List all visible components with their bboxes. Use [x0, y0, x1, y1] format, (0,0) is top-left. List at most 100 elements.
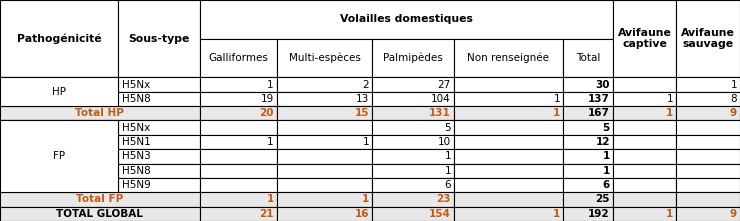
Bar	[200, 135, 277, 149]
Text: H5Nx: H5Nx	[122, 123, 150, 133]
Bar	[613, 120, 676, 135]
Bar	[454, 149, 563, 164]
Bar	[563, 192, 613, 207]
Text: 5: 5	[444, 123, 451, 133]
Text: Palmipèdes: Palmipèdes	[383, 53, 443, 63]
Bar	[277, 164, 372, 178]
Text: 137: 137	[588, 94, 610, 104]
Text: 5: 5	[602, 123, 610, 133]
Bar	[372, 207, 454, 221]
Bar	[118, 164, 200, 178]
Bar	[118, 135, 200, 149]
Text: 9: 9	[730, 209, 737, 219]
Text: 1: 1	[666, 108, 673, 118]
Text: 6: 6	[602, 180, 610, 190]
Bar	[0, 120, 118, 135]
Bar	[0, 135, 118, 149]
Bar	[372, 39, 454, 77]
Bar	[676, 178, 740, 192]
Text: H5N8: H5N8	[122, 94, 151, 104]
Text: 1: 1	[444, 166, 451, 176]
Bar	[676, 135, 740, 149]
Text: Total: Total	[576, 53, 600, 63]
Bar	[563, 92, 613, 106]
Bar	[613, 149, 676, 164]
Bar	[676, 0, 740, 77]
Text: 6: 6	[444, 180, 451, 190]
Bar	[454, 106, 563, 120]
Text: 1: 1	[362, 194, 369, 204]
Text: 8: 8	[730, 94, 737, 104]
Bar	[676, 207, 740, 221]
Text: 1: 1	[553, 209, 560, 219]
Bar	[200, 39, 277, 77]
Bar	[0, 207, 200, 221]
Text: 131: 131	[429, 108, 451, 118]
Bar	[277, 77, 372, 92]
Text: 15: 15	[354, 108, 369, 118]
Bar	[372, 149, 454, 164]
Bar	[563, 106, 613, 120]
Bar	[563, 77, 613, 92]
Bar	[200, 106, 277, 120]
Bar	[277, 106, 372, 120]
Text: 104: 104	[431, 94, 451, 104]
Bar	[676, 149, 740, 164]
Text: 23: 23	[437, 194, 451, 204]
Text: 1: 1	[363, 137, 369, 147]
Text: H5N8: H5N8	[122, 166, 151, 176]
Text: 1: 1	[666, 209, 673, 219]
Text: 25: 25	[596, 194, 610, 204]
Text: 1: 1	[267, 137, 274, 147]
Text: 167: 167	[588, 108, 610, 118]
Text: TOTAL GLOBAL: TOTAL GLOBAL	[56, 209, 144, 219]
Bar	[563, 149, 613, 164]
Bar	[0, 178, 118, 192]
Bar	[613, 178, 676, 192]
Bar	[372, 106, 454, 120]
Bar	[613, 106, 676, 120]
Bar	[372, 120, 454, 135]
Bar	[277, 135, 372, 149]
Bar	[0, 0, 118, 77]
Bar	[200, 207, 277, 221]
Bar	[277, 192, 372, 207]
Bar	[454, 164, 563, 178]
Text: 192: 192	[588, 209, 610, 219]
Bar	[277, 149, 372, 164]
Text: H5N1: H5N1	[122, 137, 151, 147]
Bar	[200, 192, 277, 207]
Text: Avifaune
sauvage: Avifaune sauvage	[682, 28, 735, 50]
Text: H5N3: H5N3	[122, 151, 151, 161]
Bar	[0, 149, 118, 164]
Bar	[454, 120, 563, 135]
Bar	[277, 178, 372, 192]
Text: 12: 12	[596, 137, 610, 147]
Text: Pathogénicité: Pathogénicité	[17, 33, 101, 44]
Text: 1: 1	[602, 151, 610, 161]
Bar	[277, 120, 372, 135]
Bar	[454, 178, 563, 192]
Bar	[454, 77, 563, 92]
Bar	[563, 135, 613, 149]
Text: 1: 1	[554, 94, 560, 104]
Bar	[372, 135, 454, 149]
Text: 20: 20	[260, 108, 274, 118]
Text: 27: 27	[438, 80, 451, 90]
Text: Total FP: Total FP	[76, 194, 124, 204]
Bar	[118, 120, 200, 135]
Bar	[676, 120, 740, 135]
Bar	[200, 164, 277, 178]
Bar	[454, 135, 563, 149]
Text: 30: 30	[596, 80, 610, 90]
Bar	[0, 92, 118, 106]
Text: Galliformes: Galliformes	[209, 53, 269, 63]
Text: 2: 2	[363, 80, 369, 90]
Bar	[0, 77, 118, 92]
Bar	[613, 164, 676, 178]
Text: 10: 10	[438, 137, 451, 147]
Bar	[454, 192, 563, 207]
Bar	[118, 149, 200, 164]
Bar	[200, 149, 277, 164]
Text: Avifaune
captive: Avifaune captive	[618, 28, 672, 50]
